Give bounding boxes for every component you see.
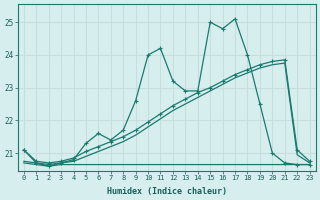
X-axis label: Humidex (Indice chaleur): Humidex (Indice chaleur) bbox=[107, 187, 227, 196]
